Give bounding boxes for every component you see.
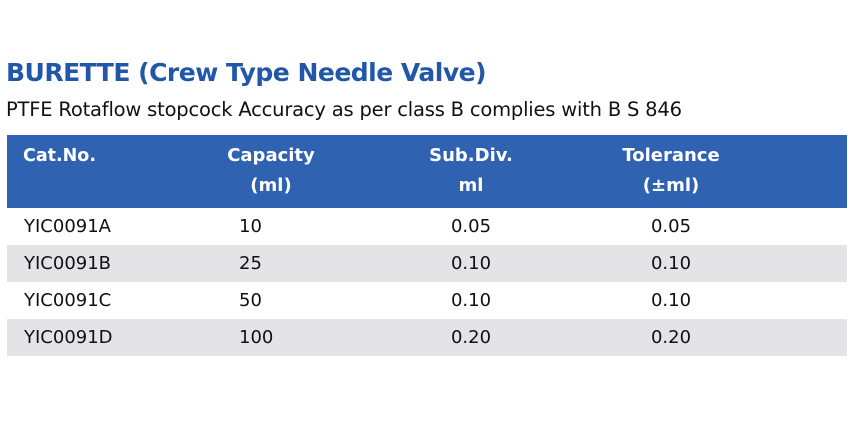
- cell-capacity: 50: [171, 282, 371, 319]
- header-capacity-unit: (ml): [250, 175, 292, 196]
- cell-spacer: [771, 208, 847, 245]
- capacity-value: 50: [239, 290, 262, 311]
- cell-capacity: 100: [171, 319, 371, 356]
- specification-table: Cat.No. Capacity (ml) Sub.Div. ml Tolera…: [7, 135, 847, 356]
- header-capacity-label: Capacity: [227, 145, 315, 166]
- product-description: PTFE Rotaflow stopcock Accuracy as per c…: [6, 98, 682, 121]
- header-sub-div: Sub.Div. ml: [371, 135, 571, 208]
- cell-cat-no: YIC0091C: [24, 290, 112, 311]
- cell-tolerance: 0.20: [650, 327, 692, 348]
- header-tolerance-unit: (±ml): [642, 175, 700, 196]
- product-title: BURETTE (Crew Type Needle Valve): [6, 58, 487, 87]
- capacity-value: 25: [239, 253, 262, 274]
- header-sub-div-unit: ml: [458, 175, 484, 196]
- cell-sub-div: 0.05: [450, 216, 492, 237]
- cell-cat-no: YIC0091A: [24, 216, 111, 237]
- table-row: YIC0091B 25 0.10 0.10: [7, 245, 847, 282]
- header-tolerance-label: Tolerance: [622, 145, 720, 166]
- cell-spacer: [771, 282, 847, 319]
- header-spacer: [771, 135, 847, 208]
- table-header-row: Cat.No. Capacity (ml) Sub.Div. ml Tolera…: [7, 135, 847, 208]
- header-cat-no: Cat.No.: [7, 135, 171, 208]
- cell-spacer: [771, 245, 847, 282]
- cell-cat-no: YIC0091B: [24, 253, 112, 274]
- cell-sub-div: 0.10: [450, 253, 492, 274]
- header-sub-div-label: Sub.Div.: [429, 145, 513, 166]
- cell-tolerance: 0.10: [650, 253, 692, 274]
- capacity-value: 10: [239, 216, 262, 237]
- cell-tolerance: 0.05: [650, 216, 692, 237]
- cell-tolerance: 0.10: [650, 290, 692, 311]
- cell-capacity: 10: [171, 208, 371, 245]
- cell-cat-no: YIC0091D: [24, 327, 113, 348]
- table-row: YIC0091A 10 0.05 0.05: [7, 208, 847, 245]
- table-row: YIC0091C 50 0.10 0.10: [7, 282, 847, 319]
- cell-sub-div: 0.10: [450, 290, 492, 311]
- capacity-value: 100: [239, 327, 274, 348]
- header-capacity: Capacity (ml): [171, 135, 371, 208]
- table-row: YIC0091D 100 0.20 0.20: [7, 319, 847, 356]
- header-cat-no-label: Cat.No.: [23, 146, 96, 166]
- header-tolerance: Tolerance (±ml): [571, 135, 771, 208]
- cell-capacity: 25: [171, 245, 371, 282]
- cell-sub-div: 0.20: [450, 327, 492, 348]
- cell-spacer: [771, 319, 847, 356]
